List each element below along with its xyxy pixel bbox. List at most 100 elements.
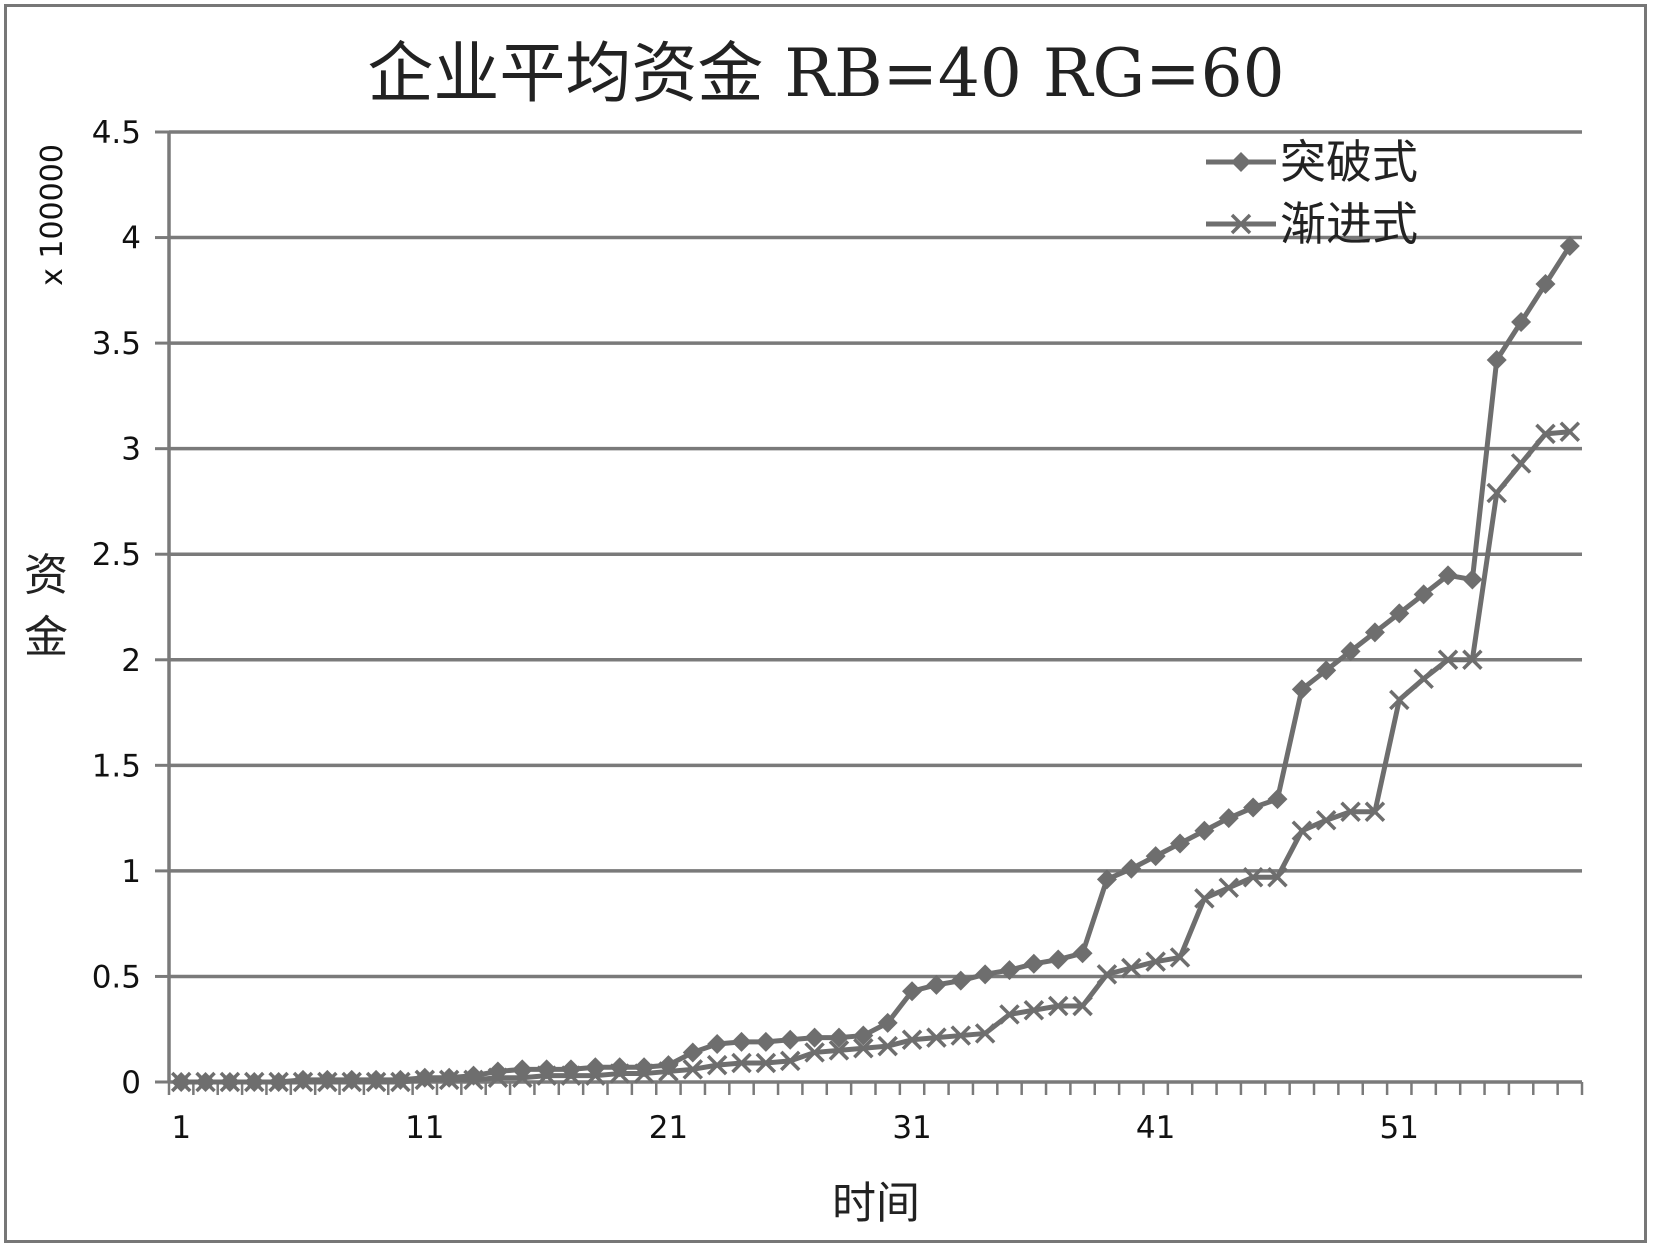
data-point [901,1029,923,1051]
data-point [1462,649,1483,671]
data-point [1023,999,1045,1021]
data-point [438,1069,460,1091]
data-point [1096,869,1117,890]
y-axis-label-char: 资 [24,550,68,601]
data-point [317,1071,338,1093]
data-point [1315,809,1337,831]
data-point [1267,866,1288,888]
data-point [1413,584,1434,605]
data-point [244,1071,265,1093]
data-point [585,1065,606,1086]
data-point [1169,947,1191,968]
data-point [1389,603,1410,624]
data-point [853,1037,874,1059]
axes [167,132,1584,1095]
data-point [1340,641,1361,662]
data-point [804,1027,825,1048]
data-point [487,1067,509,1089]
data-point [975,964,996,985]
data-point [707,1034,728,1054]
data-point [1291,820,1313,842]
data-point [463,1069,484,1091]
data-point [999,960,1020,981]
data-point [1510,453,1532,474]
data-point [219,1071,241,1093]
data-point [779,1050,801,1072]
data-point [292,1071,314,1093]
y-tick-label: 0.5 [92,959,141,995]
data-point [902,981,923,1002]
data-point [706,1054,728,1076]
y-axis-label: 资金 [24,550,68,663]
series-layer [170,236,1581,1093]
data-point [1023,953,1044,974]
data-point [804,1042,825,1063]
data-point [1194,888,1215,909]
data-point [170,1071,192,1093]
data-point [268,1071,289,1093]
data-point [1145,846,1166,867]
data-point [390,1071,411,1093]
data-point [633,1063,655,1084]
data-point [926,1027,947,1048]
data-point [1559,421,1581,443]
series-line [181,244,1572,1085]
data-point [828,1040,850,1061]
data-point [1559,236,1580,256]
x-axis-label: 时间 [832,1178,920,1229]
data-point [1462,569,1483,590]
y-axis-label-char: 金 [24,612,68,663]
series-line [181,429,1571,1085]
data-point [609,1063,630,1084]
y-tick-label: 1.5 [92,748,141,784]
x-tick-label: 11 [405,1110,444,1146]
data-point [341,1071,362,1093]
data-point [1438,565,1459,586]
data-point [512,1067,533,1089]
y-tick-label: 1 [121,854,141,890]
series-2 [170,421,1581,1093]
y-tick-label: 4.5 [92,115,141,151]
data-point [1364,801,1386,823]
data-point [1170,833,1191,854]
gridlines [155,130,1582,1084]
data-point [1242,866,1264,888]
data-point [1194,820,1215,841]
data-point [1218,877,1239,899]
data-point [1316,660,1337,681]
data-point [731,1052,752,1074]
y-tick-labels: 0 0.5 1 1.5 2 2.5 3 3.5 4 4.5 [92,115,141,1101]
data-point [1364,622,1385,643]
data-point [999,1004,1020,1025]
data-point [1218,808,1239,829]
x-tick-label: 41 [1136,1110,1175,1146]
data-point [1072,995,1093,1017]
data-point [1486,350,1507,370]
data-point [1072,943,1093,964]
data-point [536,1065,557,1086]
data-point [1535,423,1556,445]
y-tick-label: 3 [121,432,141,468]
data-point [1121,957,1142,979]
data-point [1096,964,1118,985]
data-point [1047,995,1069,1017]
legend-label: 渐进式 [1280,197,1418,251]
data-point [1291,679,1312,700]
data-point [1413,668,1434,690]
data-point [755,1052,777,1074]
legend-marker [1230,213,1252,235]
data-point [1048,949,1069,970]
data-point [1389,689,1410,711]
legend-item: 渐进式 [1206,197,1418,251]
data-point [1486,482,1507,504]
data-point [682,1042,703,1063]
data-point [414,1069,436,1091]
series-1 [171,236,1580,1092]
data-point [755,1031,776,1052]
data-point [877,1035,898,1057]
y-scale-label: x 100000 [35,144,70,286]
data-point [950,1025,972,1046]
data-point [731,1031,752,1052]
